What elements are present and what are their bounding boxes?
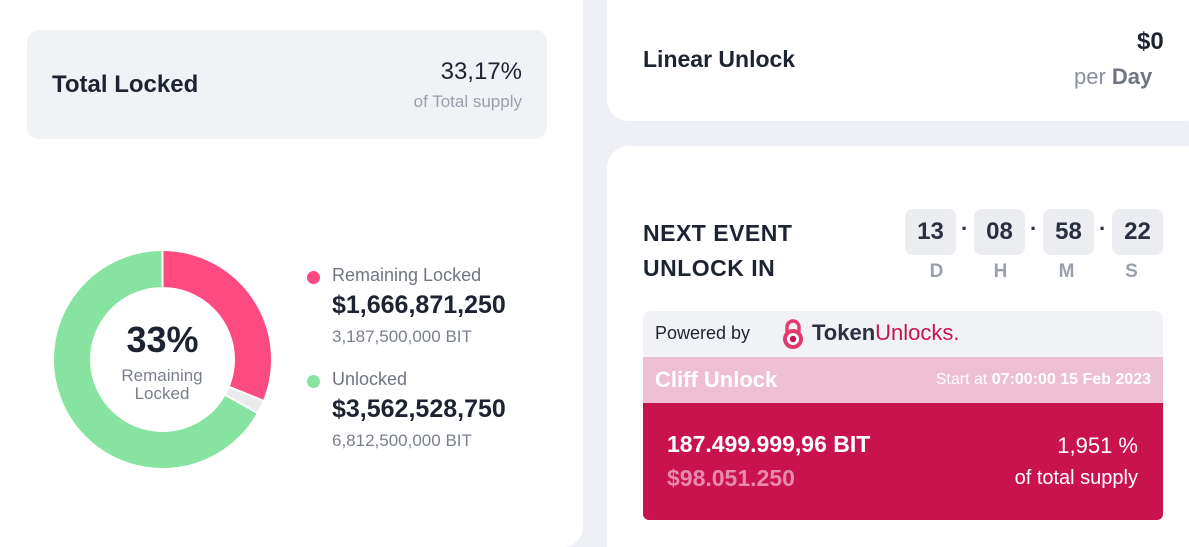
countdown-unit-hours: H	[993, 261, 1008, 282]
cliff-amount-bit: 187.499.999,96 BIT	[667, 431, 871, 457]
countdown-seconds: 22	[1112, 209, 1163, 255]
legend-remaining-locked: Remaining Locked $1,666,871,250 3,187,50…	[307, 265, 537, 355]
linear-per-unit: Day	[1111, 64, 1153, 89]
donut-center-percent: 33%	[126, 319, 199, 360]
next-event-title-line2: UNLOCK IN	[643, 255, 776, 281]
countdown-separator: ·	[1099, 216, 1107, 241]
token-unlocks-logo[interactable]: TokenUnlocks.	[812, 320, 960, 346]
cliff-start-label: Start at	[935, 371, 988, 388]
countdown-unit-days: D	[929, 261, 944, 282]
cliff-unlock-title: Cliff Unlock	[655, 367, 778, 392]
linear-unlock-title: Linear Unlock	[643, 46, 796, 72]
powered-by-bar: Powered by TokenUnlocks.	[643, 311, 1163, 357]
cliff-percent: 1,951 %	[1057, 433, 1138, 458]
legend-dot-green	[307, 375, 320, 388]
total-locked-subtitle: of Total supply	[413, 92, 522, 111]
legend-dot-pink	[307, 271, 320, 284]
next-event-title-line1: NEXT EVENT	[643, 220, 793, 246]
brand-part1: Token	[812, 320, 876, 345]
brand-part2: Unlocks.	[875, 320, 960, 345]
linear-unlock-value: $0	[1137, 28, 1164, 55]
left-panel: Total Locked 33,17% of Total supply 33% …	[0, 0, 583, 547]
legend-bit: 6,812,500,000 BIT	[332, 431, 472, 450]
total-locked-card: Total Locked 33,17% of Total supply	[27, 30, 547, 139]
next-event-card: NEXT EVENT UNLOCK IN 13 · 08 · 58 · 22 D…	[607, 146, 1189, 547]
linear-unlock-rate: per Day	[1074, 64, 1152, 90]
locked-donut-chart	[54, 251, 271, 468]
next-event-title: NEXT EVENT UNLOCK IN	[643, 216, 792, 286]
countdown-unit-seconds: S	[1125, 261, 1138, 282]
powered-by-text: Powered by	[655, 323, 751, 343]
cliff-start-value: 07:00:00 15 Feb 2023	[991, 371, 1151, 388]
cliff-percent-label: of total supply	[1014, 467, 1138, 489]
legend-usd: $1,666,871,250	[332, 291, 506, 319]
cliff-unlock-body: 187.499.999,96 BIT $98.051.250 1,951 % o…	[643, 403, 1163, 520]
donut-separator	[225, 394, 258, 414]
legend-label: Remaining Locked	[332, 265, 482, 285]
countdown-separator: ·	[961, 216, 969, 241]
legend-bit: 3,187,500,000 BIT	[332, 327, 472, 346]
lock-icon	[783, 319, 803, 349]
countdown-hours: 08	[974, 209, 1025, 255]
cliff-amount-usd: $98.051.250	[667, 465, 795, 491]
countdown-days: 13	[905, 209, 956, 255]
total-locked-percent: 33,17%	[440, 58, 522, 85]
donut-center-label: Remaining Locked	[121, 366, 203, 403]
legend-usd: $3,562,528,750	[332, 395, 506, 423]
cliff-unlock-header: Cliff Unlock Start at 07:00:00 15 Feb 20…	[643, 357, 1163, 403]
donut-separator	[229, 385, 264, 402]
legend-unlocked: Unlocked $3,562,528,750 6,812,500,000 BI…	[307, 369, 537, 459]
linear-unlock-card: Linear Unlock $0 per Day	[607, 0, 1189, 121]
total-locked-title: Total Locked	[52, 71, 199, 98]
cliff-start-time: Start at 07:00:00 15 Feb 2023	[936, 371, 1151, 389]
linear-per-label: per	[1074, 64, 1106, 89]
countdown-minutes: 58	[1043, 209, 1094, 255]
donut-center: 33% Remaining Locked	[50, 247, 275, 472]
legend-label: Unlocked	[332, 369, 408, 389]
countdown-separator: ·	[1030, 216, 1038, 241]
countdown-unit-minutes: M	[1058, 261, 1075, 282]
